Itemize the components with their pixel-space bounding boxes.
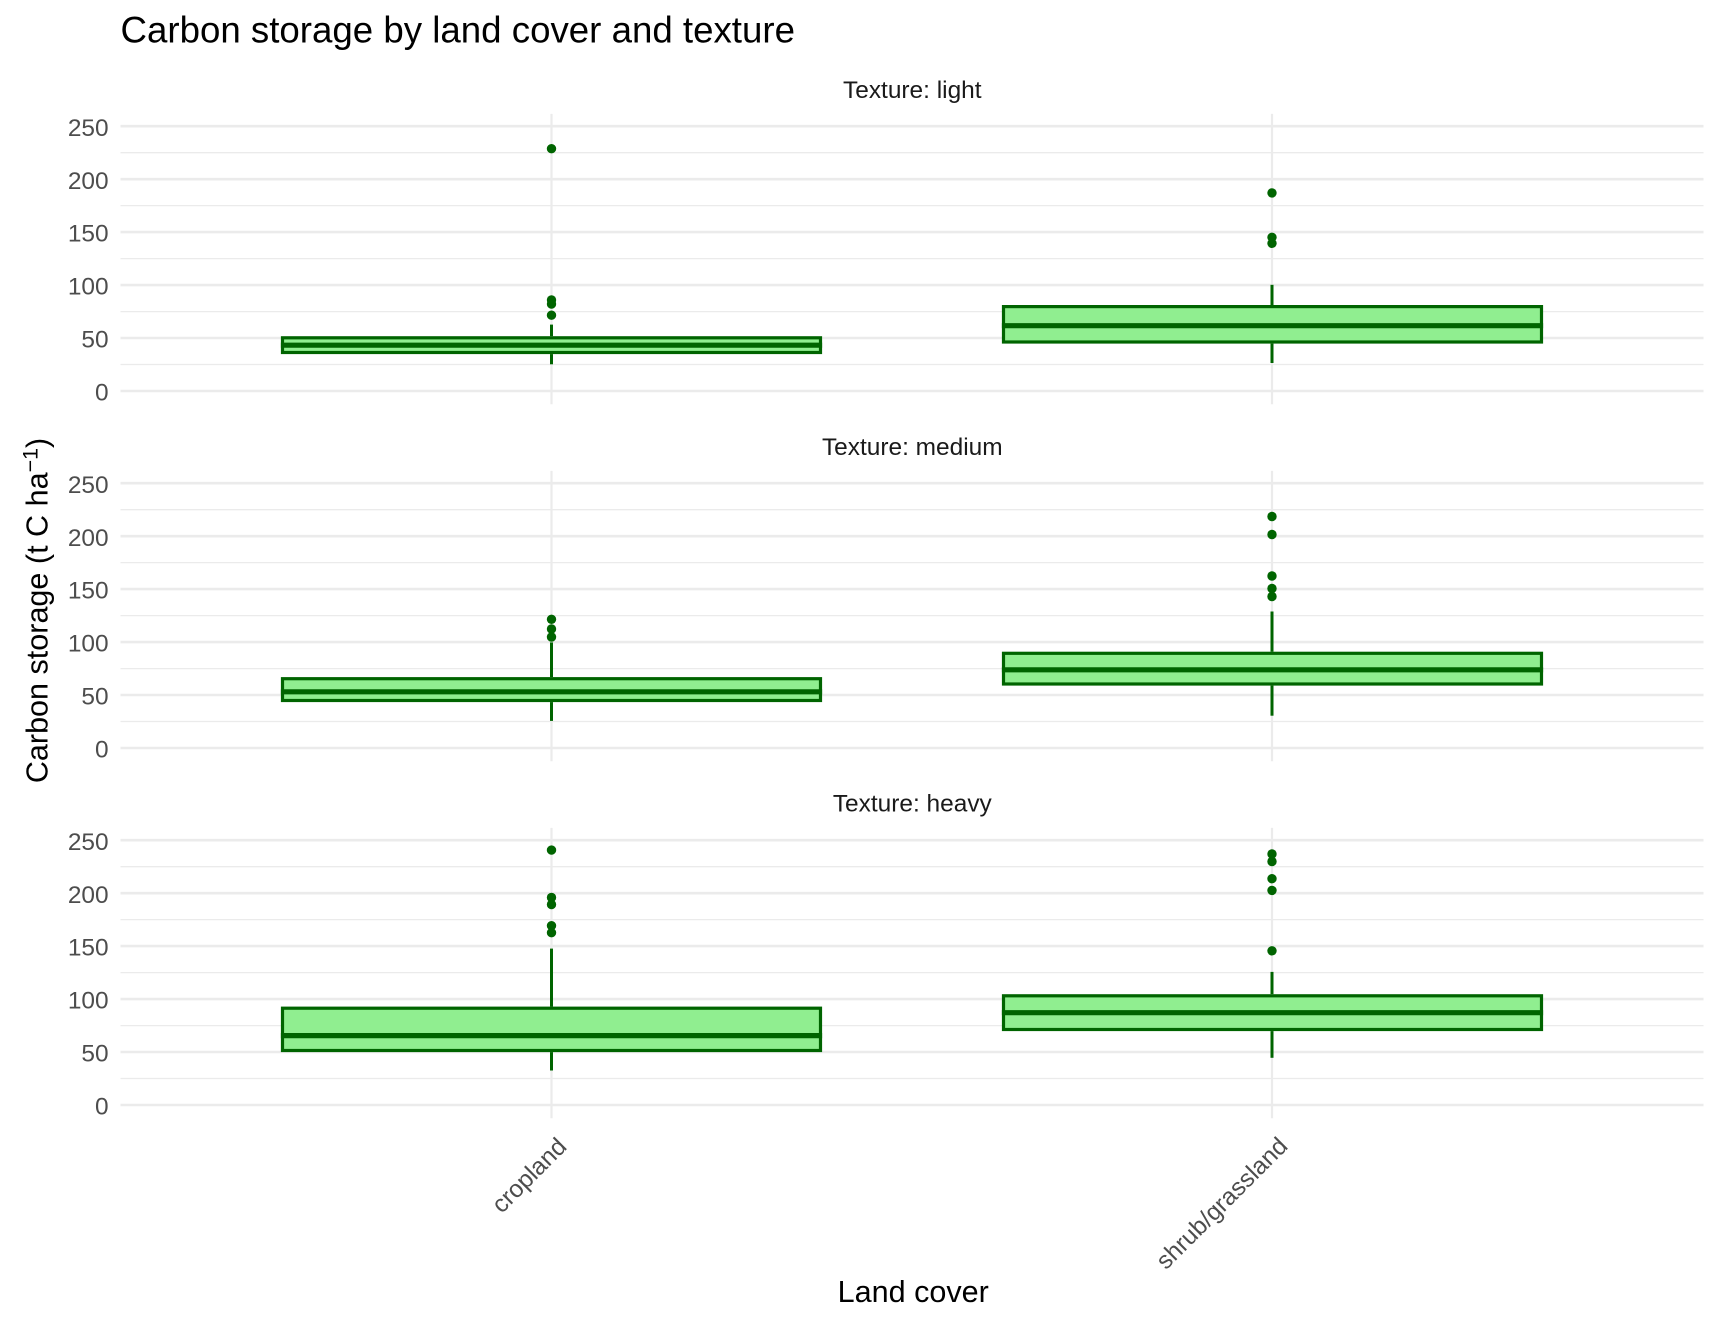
svg-text:Texture: medium: Texture: medium [822, 434, 1003, 461]
svg-text:Carbon storage by land cover a: Carbon storage by land cover and texture [121, 10, 795, 51]
svg-text:Texture: light: Texture: light [843, 77, 982, 104]
svg-text:0: 0 [95, 737, 109, 764]
svg-text:150: 150 [68, 578, 109, 605]
svg-text:100: 100 [68, 274, 109, 301]
svg-text:0: 0 [95, 1094, 109, 1121]
svg-text:100: 100 [68, 988, 109, 1015]
svg-text:250: 250 [68, 115, 109, 142]
svg-text:50: 50 [81, 327, 108, 354]
svg-text:250: 250 [68, 829, 109, 856]
svg-text:0: 0 [95, 380, 109, 407]
svg-text:50: 50 [81, 684, 108, 711]
svg-text:Carbon storage (t C ha−1): Carbon storage (t C ha−1) [19, 438, 55, 783]
svg-text:50: 50 [81, 1041, 108, 1068]
svg-text:100: 100 [68, 631, 109, 658]
svg-text:250: 250 [68, 472, 109, 499]
svg-text:Land cover: Land cover [838, 1275, 989, 1309]
svg-text:200: 200 [68, 525, 109, 552]
svg-text:200: 200 [68, 168, 109, 195]
svg-text:150: 150 [68, 221, 109, 248]
svg-text:Texture: heavy: Texture: heavy [833, 791, 993, 818]
svg-text:150: 150 [68, 935, 109, 962]
svg-text:200: 200 [68, 882, 109, 909]
